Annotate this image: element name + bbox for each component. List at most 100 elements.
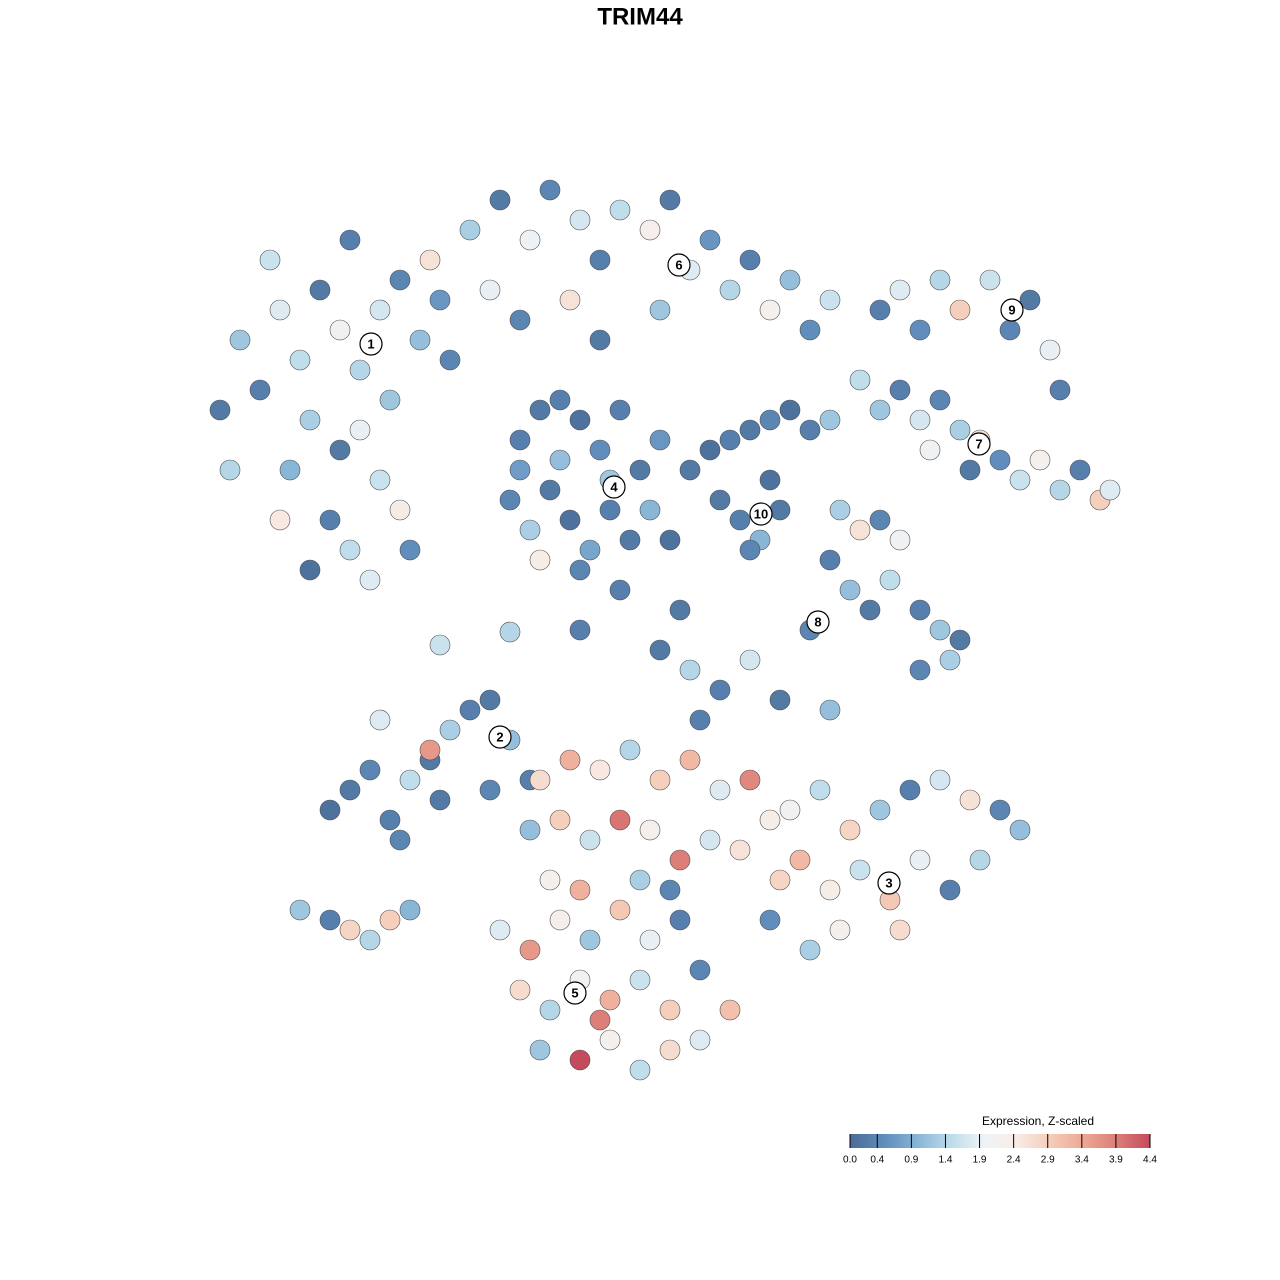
point xyxy=(609,809,631,831)
point xyxy=(529,549,551,571)
cluster-label: 1 xyxy=(367,336,374,351)
point xyxy=(489,189,511,211)
point xyxy=(479,689,501,711)
point xyxy=(1049,479,1071,501)
point xyxy=(829,919,851,941)
point xyxy=(399,769,421,791)
cluster-label: 8 xyxy=(814,614,821,629)
point xyxy=(379,909,401,931)
cluster-label: 5 xyxy=(571,985,578,1000)
point xyxy=(679,659,701,681)
cluster-marker xyxy=(1000,298,1024,322)
point xyxy=(589,439,611,461)
point xyxy=(559,749,581,771)
point xyxy=(509,429,531,451)
colorbar-tick-label: 2.9 xyxy=(1041,1155,1055,1166)
point xyxy=(859,599,881,621)
point xyxy=(539,869,561,891)
point xyxy=(319,909,341,931)
point xyxy=(669,849,691,871)
point xyxy=(529,399,551,421)
colorbar-tick-label: 3.4 xyxy=(1075,1155,1089,1166)
point xyxy=(739,249,761,271)
point xyxy=(659,999,681,1021)
point xyxy=(689,959,711,981)
point xyxy=(609,899,631,921)
point xyxy=(639,819,661,841)
point xyxy=(729,509,751,531)
point xyxy=(369,299,391,321)
point xyxy=(559,509,581,531)
point xyxy=(989,449,1011,471)
point xyxy=(909,319,931,341)
point xyxy=(219,459,241,481)
point xyxy=(929,769,951,791)
point xyxy=(619,529,641,551)
colorbar: Expression, Z-scaled 0.0 0.4 0.9 1.4 1.9 2.4 2… xyxy=(843,1114,1157,1165)
point xyxy=(849,859,871,881)
colorbar-tick-label: 3.9 xyxy=(1109,1155,1123,1166)
point xyxy=(609,399,631,421)
point xyxy=(659,1039,681,1061)
point xyxy=(919,439,941,461)
point xyxy=(759,909,781,931)
point xyxy=(869,509,891,531)
point xyxy=(579,539,601,561)
point xyxy=(839,579,861,601)
point xyxy=(649,639,671,661)
cluster-label: 2 xyxy=(496,729,503,744)
cluster-marker xyxy=(602,475,626,499)
point xyxy=(899,779,921,801)
point xyxy=(329,439,351,461)
point xyxy=(539,179,561,201)
point xyxy=(539,479,561,501)
colorbar-tick-label: 0.0 xyxy=(843,1155,857,1166)
point xyxy=(669,909,691,931)
point xyxy=(849,369,871,391)
colorbar-tick-label: 4.4 xyxy=(1143,1155,1157,1166)
point xyxy=(649,769,671,791)
cluster-label: 10 xyxy=(754,506,768,521)
points xyxy=(209,179,1121,1081)
point xyxy=(789,849,811,871)
point xyxy=(1009,469,1031,491)
point xyxy=(389,269,411,291)
point xyxy=(799,419,821,441)
point xyxy=(249,379,271,401)
cluster-labels: 1 2 3 4 5 6 7 8 9 10 xyxy=(359,253,1024,1005)
point xyxy=(929,389,951,411)
point xyxy=(339,229,361,251)
point xyxy=(739,769,761,791)
point xyxy=(759,299,781,321)
colorbar-gradient xyxy=(850,1134,1150,1148)
point xyxy=(869,399,891,421)
point xyxy=(359,759,381,781)
point xyxy=(379,389,401,411)
point xyxy=(459,219,481,241)
cluster-label: 7 xyxy=(975,436,982,451)
point xyxy=(589,249,611,271)
point xyxy=(679,749,701,771)
point xyxy=(509,309,531,331)
cluster-marker xyxy=(667,253,691,277)
point xyxy=(759,469,781,491)
point xyxy=(209,399,231,421)
point xyxy=(699,229,721,251)
cluster-marker xyxy=(806,610,830,634)
point xyxy=(729,839,751,861)
point xyxy=(819,879,841,901)
point xyxy=(659,529,681,551)
point xyxy=(509,459,531,481)
point xyxy=(499,621,521,643)
point xyxy=(699,829,721,851)
point xyxy=(439,349,461,371)
point xyxy=(889,919,911,941)
point xyxy=(409,329,431,351)
point xyxy=(669,599,691,621)
point xyxy=(619,739,641,761)
point xyxy=(339,539,361,561)
point xyxy=(779,399,801,421)
point xyxy=(739,539,761,561)
point xyxy=(629,1059,651,1081)
